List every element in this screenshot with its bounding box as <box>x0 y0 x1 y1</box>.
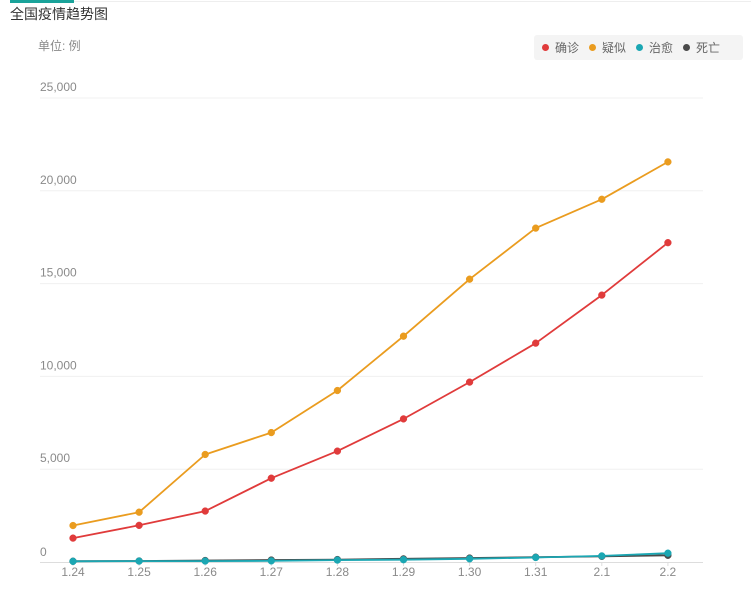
x-tick-label: 1.31 <box>524 565 548 579</box>
data-point-cured[interactable] <box>267 557 275 565</box>
legend-item-cured[interactable]: 治愈 <box>636 39 673 56</box>
data-point-suspected[interactable] <box>135 508 143 516</box>
legend-item-dead[interactable]: 死亡 <box>683 39 720 56</box>
series-line-confirmed <box>72 241 669 539</box>
data-point-suspected[interactable] <box>465 275 474 283</box>
top-divider <box>74 1 751 2</box>
data-point-suspected[interactable] <box>598 195 606 203</box>
data-point-suspected[interactable] <box>333 386 342 395</box>
data-point-suspected[interactable] <box>532 224 540 232</box>
data-point-confirmed[interactable] <box>399 415 408 423</box>
data-point-cured[interactable] <box>399 556 408 564</box>
x-tick-label: 1.28 <box>326 565 350 579</box>
legend-item-suspected[interactable]: 疑似 <box>589 39 626 56</box>
data-point-cured[interactable] <box>598 552 606 560</box>
x-tick-label: 1.26 <box>194 565 218 579</box>
data-point-cured[interactable] <box>465 555 474 563</box>
data-point-confirmed[interactable] <box>598 291 606 299</box>
x-tick-label: 1.25 <box>127 565 151 579</box>
x-tick-label: 1.30 <box>458 565 482 579</box>
legend-dot-confirmed <box>542 44 549 51</box>
chart-title: 全国疫情趋势图 <box>10 6 108 22</box>
data-point-confirmed[interactable] <box>333 447 342 455</box>
data-point-cured[interactable] <box>201 557 209 565</box>
data-point-confirmed[interactable] <box>135 521 143 529</box>
y-tick-label: 25,000 <box>40 80 77 94</box>
data-point-confirmed[interactable] <box>664 239 672 247</box>
legend-dot-dead <box>683 44 691 51</box>
x-tick-label: 1.24 <box>61 565 85 579</box>
series-line-cured <box>72 552 668 563</box>
legend-label-dead: 死亡 <box>696 41 721 55</box>
data-point-cured[interactable] <box>135 557 143 565</box>
unit-label: 单位: 例 <box>38 39 81 53</box>
data-point-cured[interactable] <box>69 557 77 565</box>
legend-label-confirmed: 确诊 <box>555 41 580 55</box>
x-tick-label: 1.29 <box>392 565 416 579</box>
data-point-confirmed[interactable] <box>201 507 209 515</box>
data-point-confirmed[interactable] <box>532 339 540 347</box>
x-tick-label: 2.2 <box>660 565 677 579</box>
data-point-suspected[interactable] <box>69 521 77 530</box>
top-accent-bar <box>10 0 74 3</box>
y-tick-label: 10,000 <box>40 358 77 372</box>
data-point-suspected[interactable] <box>399 332 408 340</box>
data-point-cured[interactable] <box>532 553 540 562</box>
legend-dot-cured <box>636 44 644 51</box>
x-tick-label: 2.1 <box>593 565 610 579</box>
legend-label-cured: 治愈 <box>649 41 674 55</box>
data-point-suspected[interactable] <box>201 450 209 459</box>
y-tick-label: 5,000 <box>40 451 70 465</box>
data-point-confirmed[interactable] <box>465 378 474 386</box>
legend-dot-suspected <box>589 44 597 51</box>
y-tick-label: 0 <box>40 545 47 559</box>
data-point-cured[interactable] <box>333 556 342 564</box>
legend-item-confirmed[interactable]: 确诊 <box>542 39 579 56</box>
series-line-suspected <box>72 161 669 527</box>
chart-legend: 确诊 疑似 治愈 死亡 <box>534 35 743 60</box>
legend-label-suspected: 疑似 <box>602 41 627 55</box>
y-tick-label: 15,000 <box>40 266 77 280</box>
data-point-confirmed[interactable] <box>69 534 77 542</box>
y-tick-label: 20,000 <box>40 173 77 187</box>
data-point-suspected[interactable] <box>664 158 672 166</box>
x-tick-label: 1.27 <box>260 565 284 579</box>
data-point-suspected[interactable] <box>267 428 275 437</box>
data-point-cured[interactable] <box>664 549 672 557</box>
data-point-confirmed[interactable] <box>267 474 275 482</box>
